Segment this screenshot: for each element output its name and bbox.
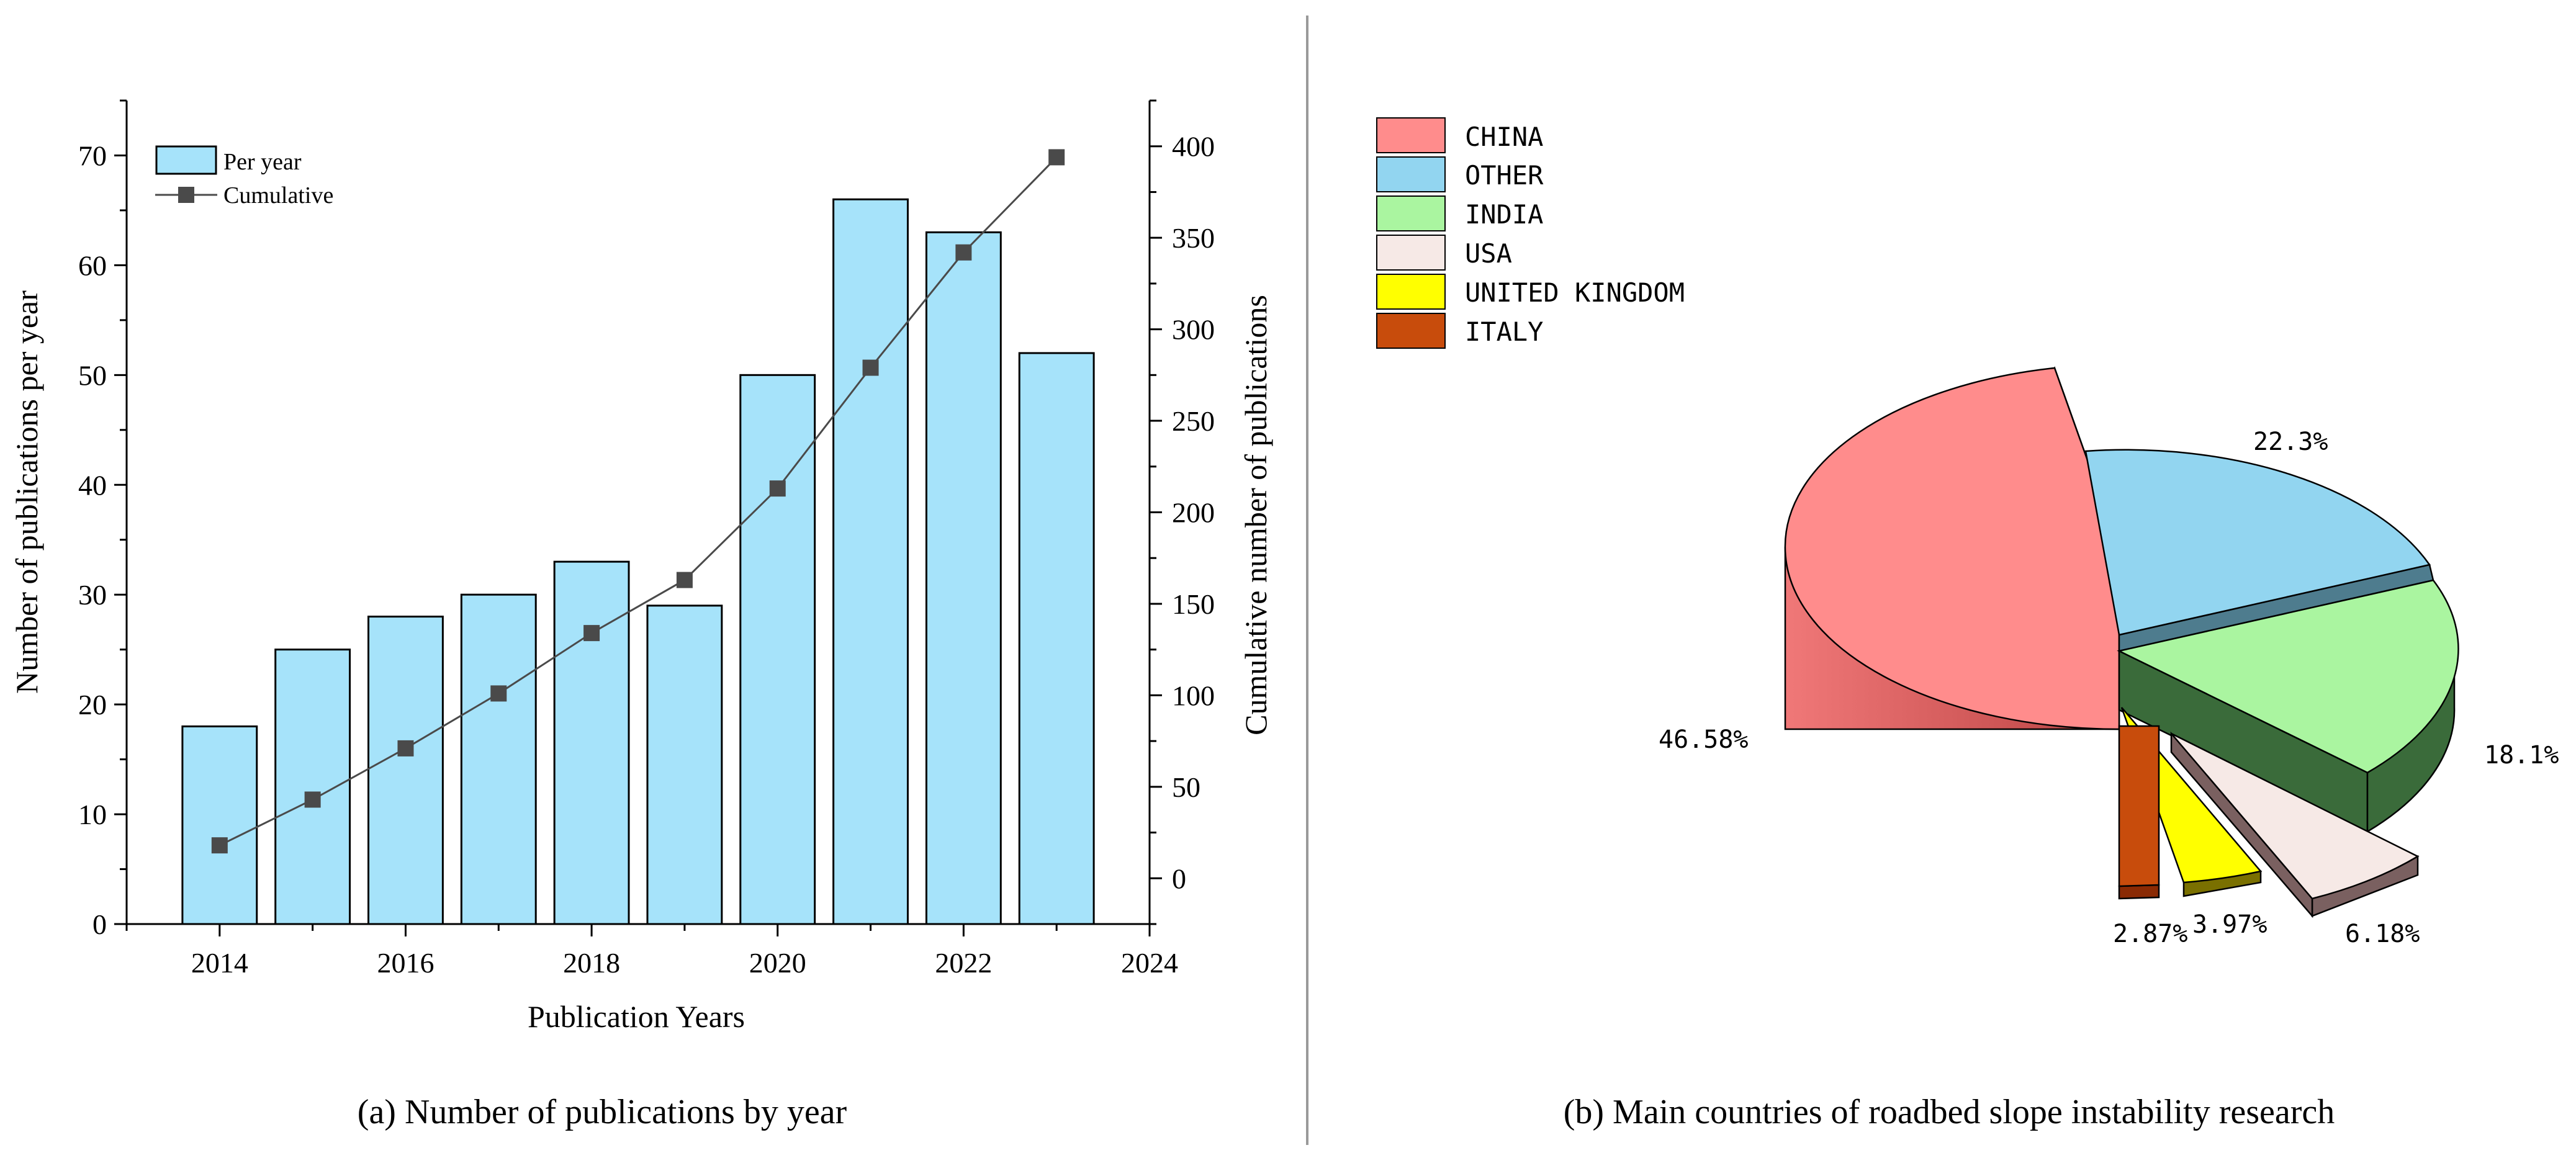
y2-tick-label: 0 (1172, 863, 1186, 894)
legend: Per year Cumulative (155, 145, 333, 209)
pie-label-china: 46.58% (1659, 725, 1749, 754)
pie-slice-italy (2118, 725, 2160, 900)
bar-2018 (553, 560, 630, 925)
cumulative-point-2021 (862, 359, 879, 376)
y2-tick-label: 100 (1172, 680, 1215, 711)
tick-labels: 0 10 20 30 40 50 60 70 0 50 100 150 200 250 300 350 400 2… (78, 131, 1215, 979)
publications-by-year-chart: 0 10 20 30 40 50 60 70 0 50 100 150 200 250 300 350 400 2… (9, 99, 1273, 1131)
pie-slice-india-face (2117, 579, 2459, 774)
pie-slice-india (2117, 579, 2459, 833)
cumulative-point-2020 (769, 480, 786, 497)
cumulative-point-2019 (676, 572, 693, 588)
pie-legend: CHINA OTHER INDIA USA UNITED KINGDOM ITA… (1376, 117, 1685, 349)
x-axis-label: Publication Years (528, 999, 745, 1034)
legend-label-cumulative: Cumulative (223, 182, 333, 209)
legend-swatch-per-year (155, 145, 217, 175)
pie-slice-italy-face (2118, 725, 2160, 887)
axes-frame (125, 101, 1151, 925)
bar-2022 (925, 231, 1002, 925)
cumulative-point-2014 (211, 837, 228, 854)
countries-pie-chart: CHINA OTHER INDIA USA UNITED KINGDOM ITA… (1376, 117, 2559, 1131)
pie-slice-usa (2170, 731, 2420, 918)
y-tick-label: 40 (78, 469, 107, 501)
y2-tick-label: 50 (1172, 771, 1200, 803)
cumulative-point-2022 (955, 244, 972, 261)
pie-slice-china (1784, 366, 2120, 730)
caption-b: (b) Main countries of roadbed slope inst… (1564, 1093, 2335, 1131)
cumulative-point-2018 (583, 625, 600, 642)
pie-label-usa: 6.18% (2345, 920, 2420, 948)
legend-swatch-india (1376, 195, 1446, 231)
bar-2019 (646, 604, 723, 925)
x-tick-label: 2018 (563, 947, 620, 979)
y2-tick-label: 400 (1172, 131, 1215, 163)
line-series-cumulative (211, 149, 1065, 854)
cumulative-point-2023 (1048, 149, 1065, 166)
y2-tick-label: 350 (1172, 222, 1215, 254)
legend-label-united-kingdom: UNITED KINGDOM (1465, 277, 1685, 308)
legend-label-per-year: Per year (223, 149, 302, 175)
y-tick-label: 60 (78, 249, 107, 281)
legend-swatch-italy (1376, 313, 1446, 349)
legend-label-india: INDIA (1465, 199, 1543, 230)
legend-swatch-usa (1376, 235, 1446, 271)
cumulative-line (219, 156, 1058, 846)
y-tick-label: 30 (78, 579, 107, 611)
bar-2017 (460, 593, 537, 925)
y2-tick-label: 150 (1172, 588, 1215, 620)
caption-a: (a) Number of publications by year (358, 1093, 847, 1131)
x-tick-label: 2014 (191, 947, 248, 979)
bar-series-per-year (181, 198, 1095, 925)
y-tick-label: 50 (78, 359, 107, 391)
x-tick-label: 2022 (935, 947, 992, 979)
pie-slice-italy-side (2118, 884, 2160, 900)
y-tick-label: 10 (78, 799, 107, 830)
cumulative-point-2016 (397, 740, 414, 756)
y2-axis-label: Cumulative number of publications (1238, 295, 1273, 735)
x-tick-label: 2020 (749, 947, 806, 979)
bar-2015 (274, 649, 351, 925)
cumulative-point-2017 (490, 685, 507, 702)
legend-marker-cumulative (178, 187, 194, 203)
bar-2014 (181, 725, 258, 925)
y-axis-label: Number of publications per year (9, 290, 44, 694)
x-tick-label: 2016 (377, 947, 434, 979)
y-tick-label: 20 (78, 689, 107, 720)
pie-slice-other-face (2084, 449, 2431, 636)
pie-slice-usa-face (2171, 732, 2420, 900)
legend-swatch-united-kingdom (1376, 274, 1446, 310)
pie-label-italy: 2.87% (2113, 920, 2187, 948)
legend-label-china: CHINA (1465, 122, 1543, 152)
y2-tick-label: 300 (1172, 314, 1215, 346)
pie-label-other: 22.3% (2253, 428, 2328, 456)
bar-2021 (832, 198, 909, 925)
axis-ticks (114, 99, 1162, 936)
bar-2020 (739, 374, 816, 925)
x-tick-label: 2024 (1121, 947, 1178, 979)
pie-label-india: 18.1% (2484, 741, 2559, 770)
y2-tick-label: 200 (1172, 497, 1215, 529)
legend-label-usa: USA (1465, 238, 1512, 269)
pie-slice-china-face (1784, 367, 2120, 730)
y2-tick-label: 250 (1172, 405, 1215, 437)
y-tick-label: 70 (78, 140, 107, 171)
legend-swatch-china (1376, 117, 1446, 153)
y-tick-label: 0 (92, 909, 107, 940)
bar-2023 (1018, 352, 1095, 925)
legend-swatch-other (1376, 156, 1446, 192)
legend-label-italy: ITALY (1465, 316, 1543, 347)
bar-2016 (367, 616, 444, 925)
cumulative-point-2015 (304, 791, 321, 808)
legend-label-other: OTHER (1465, 160, 1544, 191)
pie-label-united-kingdom: 3.97% (2192, 910, 2267, 939)
